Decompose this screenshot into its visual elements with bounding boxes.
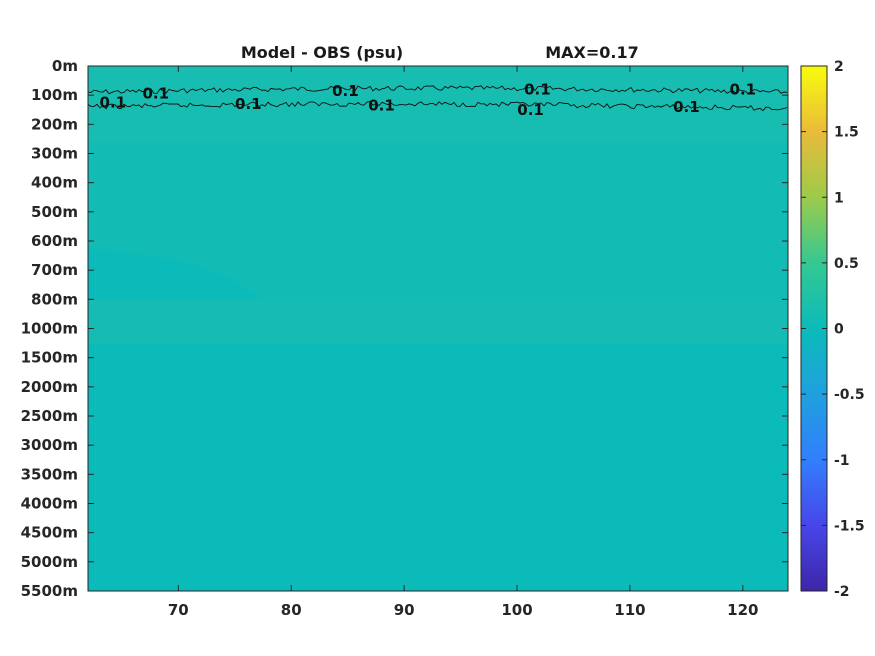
y-tick-label: 300m [31,145,78,163]
heatmap-mid-layer [88,142,788,340]
y-tick-label: 2000m [21,378,78,396]
contour-label: 0.1 [142,85,169,103]
x-tick-label: 70 [168,601,189,619]
colorbar-ticks: 2 1.5 1 0.5 0 -0.5 -1 -1.5 -2 [801,59,865,600]
contour-labels: 0.1 0.1 0.1 0.1 0.1 0.1 0.1 0.1 0.1 [100,80,757,118]
colorbar-tick-label: -1.5 [834,518,865,534]
y-tick-label: 2500m [21,407,78,425]
contour-label: 0.1 [673,98,700,116]
heatmap-surface-layer [88,66,788,142]
y-tick-label: 600m [31,232,78,250]
y-tick-label: 0m [52,57,78,75]
colorbar-tick-label: 0.5 [834,256,859,272]
contour-line [88,85,788,95]
colorbar-tick-label: 0 [834,322,844,338]
y-tick-label: 3500m [21,465,78,483]
y-tick-label: 200m [31,115,78,133]
y-tick-label: 500m [31,203,78,221]
colorbar-tick-label: -1 [834,453,850,469]
contour-line [88,100,788,112]
contour-label: 0.1 [368,96,395,114]
y-tick-label: 4000m [21,495,78,513]
y-tick-label: 1000m [21,320,78,338]
colorbar-tick-label: 1 [834,190,844,206]
y-tick-label: 5500m [21,582,78,600]
colorbar-tick-label: 1.5 [834,125,859,141]
heatmap-deep-band [88,299,788,344]
y-tick-label: 4500m [21,524,78,542]
contour-label: 0.1 [730,80,757,98]
y-tick-label: 700m [31,261,78,279]
x-tick-label: 100 [501,601,532,619]
contour-lines [88,85,788,112]
y-tick-label: 3000m [21,436,78,454]
y-tick-label: 800m [31,290,78,308]
y-tick-label: 100m [31,86,78,104]
contour-label: 0.1 [235,95,262,113]
x-tick-label: 80 [281,601,302,619]
contour-label: 0.1 [100,93,127,111]
heatmap-plot: 0.1 0.1 0.1 0.1 0.1 0.1 0.1 0.1 0.1 [88,66,788,591]
y-axis: 0m 100m 200m 300m 400m 500m 600m 700m 800m 1000m 1… [21,57,788,600]
contour-label: 0.1 [332,82,359,100]
contour-label: 0.1 [517,101,544,119]
colorbar-tick-label: -2 [834,584,850,600]
x-tick-label: 110 [614,601,645,619]
max-label: MAX=0.17 [545,43,639,62]
colorbar-tick-label: 2 [834,59,844,75]
chart-title: Model - OBS (psu) [241,43,403,62]
x-axis: 70 80 90 100 110 120 [168,66,758,619]
y-tick-label: 400m [31,174,78,192]
x-tick-label: 90 [394,601,415,619]
colorbar-tick-label: -0.5 [834,387,865,403]
contour-label: 0.1 [524,80,551,98]
y-tick-label: 5000m [21,553,78,571]
y-tick-label: 1500m [21,349,78,367]
x-tick-label: 120 [727,601,758,619]
